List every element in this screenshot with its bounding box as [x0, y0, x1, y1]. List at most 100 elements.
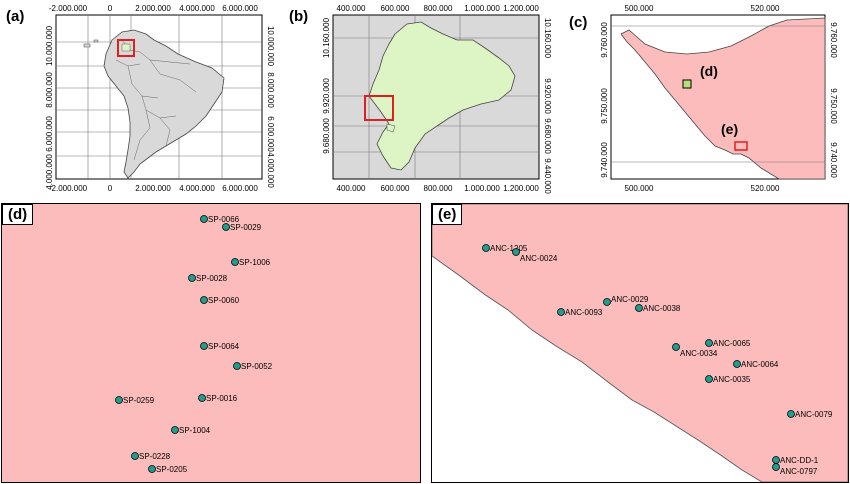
point-sp-0060: SP-0060	[200, 296, 240, 305]
svg-text:SP-0060: SP-0060	[208, 296, 240, 305]
panel-e-map: ANC-1205 ANC-0024 ANC-0029 ANC-0093 ANC-…	[432, 204, 848, 482]
svg-text:9.680.000: 9.680.000	[322, 118, 331, 154]
svg-text:9.740.000: 9.740.000	[600, 142, 609, 178]
svg-text:ANC-0093: ANC-0093	[565, 308, 603, 317]
svg-text:ANC-0065: ANC-0065	[713, 339, 751, 348]
svg-text:9.680.000: 9.680.000	[543, 118, 552, 154]
point-sp-0064: SP-0064	[200, 342, 240, 351]
svg-text:SP-0028: SP-0028	[196, 274, 228, 283]
svg-text:8.000.000: 8.000.000	[45, 72, 54, 108]
caribbean-islands	[83, 39, 99, 48]
svg-text:9.740.000: 9.740.000	[829, 142, 838, 178]
svg-text:600.000: 600.000	[381, 4, 410, 13]
inset-e-text: (e)	[721, 121, 738, 137]
svg-text:4.000.000: 4.000.000	[179, 4, 215, 13]
svg-text:ANC-0064: ANC-0064	[741, 360, 779, 369]
svg-text:500.000: 500.000	[625, 4, 654, 13]
svg-text:ANC-DD-1: ANC-DD-1	[780, 456, 819, 465]
svg-text:9.760.000: 9.760.000	[829, 22, 838, 58]
ecuador-landmass	[368, 21, 516, 171]
point-sp-0016: SP-0016	[198, 394, 238, 403]
svg-text:10.000.000: 10.000.000	[266, 26, 275, 67]
point-sp-1006: SP-1006	[231, 258, 271, 267]
svg-text:8.000.000: 8.000.000	[266, 72, 275, 108]
svg-text:SP-0016: SP-0016	[206, 394, 238, 403]
point-sp-0052: SP-0052	[233, 362, 273, 371]
svg-text:SP-0029: SP-0029	[230, 223, 262, 232]
ecuador-map: 400.000 600.000 800.000 1.000.000 1.200.…	[322, 4, 552, 194]
svg-text:520.000: 520.000	[751, 4, 780, 13]
svg-text:ANC-1205: ANC-1205	[490, 244, 528, 253]
svg-text:SP-1004: SP-1004	[179, 426, 211, 435]
svg-text:1.200.000: 1.200.000	[503, 4, 539, 13]
panel-b: (b) 400.000 600.000 800.000 1.000.000 1.…	[285, 0, 565, 200]
svg-text:400.000: 400.000	[337, 184, 366, 193]
svg-text:9.760.000: 9.760.000	[600, 22, 609, 58]
point-sp-0066: SP-0066	[200, 215, 240, 224]
grid-lines-c	[611, 25, 825, 163]
point-anc-0093: ANC-0093	[557, 308, 603, 317]
panel-a: (a)	[0, 0, 290, 200]
svg-text:0: 0	[108, 184, 113, 193]
svg-text:4.000.000: 4.000.000	[45, 154, 54, 190]
svg-text:800.000: 800.000	[424, 4, 453, 13]
svg-text:SP-0064: SP-0064	[208, 342, 240, 351]
panel-e-land-area	[432, 204, 848, 482]
svg-text:9.440.000: 9.440.000	[543, 158, 552, 194]
panel-d: (d) SP-0066 SP-0029 SP-1006 SP-0028 SP-0…	[1, 203, 421, 483]
svg-text:0: 0	[108, 4, 113, 13]
panel-d-label: (d)	[2, 204, 34, 225]
panel-c: (c) (d) (e) 500.000 520.000 500.000 520.…	[565, 0, 850, 200]
panel-c-ticks: 500.000 520.000 500.000 520.000 9.760.00…	[600, 4, 838, 193]
svg-text:1.000.000: 1.000.000	[464, 184, 500, 193]
point-sp-0028: SP-0028	[188, 274, 228, 283]
inset-d-marker	[682, 79, 692, 89]
panel-e-label: (e)	[432, 204, 463, 225]
svg-text:4.000.000: 4.000.000	[179, 184, 215, 193]
svg-text:SP-0205: SP-0205	[156, 465, 188, 474]
point-anc-0038: ANC-0038	[635, 304, 681, 313]
svg-text:1.200.000: 1.200.000	[503, 184, 539, 193]
point-anc-0079: ANC-0079	[787, 410, 833, 419]
svg-text:-2.000.000: -2.000.000	[49, 184, 88, 193]
svg-text:ANC-0038: ANC-0038	[643, 304, 681, 313]
point-sp-0029: SP-0029	[222, 223, 262, 232]
svg-text:400.000: 400.000	[337, 4, 366, 13]
svg-text:10.000.000: 10.000.000	[45, 25, 54, 66]
svg-text:ANC-0024: ANC-0024	[520, 254, 558, 263]
study-region-map: (d) (e) 500.000 520.000 500.000 520.000 …	[600, 4, 838, 193]
south-america-map: -2.000.000 0 2.000.000 4.000.000 6.000.0…	[45, 4, 275, 193]
svg-text:SP-0066: SP-0066	[208, 215, 240, 224]
puna-island	[386, 123, 396, 133]
point-anc-0064: ANC-0064	[733, 360, 779, 369]
point-anc-0797: ANC-0797	[772, 463, 818, 476]
svg-text:ANC-0035: ANC-0035	[713, 375, 751, 384]
svg-text:6.000.000: 6.000.000	[222, 184, 258, 193]
panel-b-ticks: 400.000 600.000 800.000 1.000.000 1.200.…	[322, 4, 552, 194]
panel-e: ANC-1205 ANC-0024 ANC-0029 ANC-0093 ANC-…	[431, 203, 849, 483]
svg-text:ANC-0797: ANC-0797	[780, 467, 818, 476]
panel-a-ticks: -2.000.000 0 2.000.000 4.000.000 6.000.0…	[45, 4, 275, 193]
panel-d-points: SP-0066 SP-0029 SP-1006 SP-0028 SP-0060 …	[115, 215, 273, 474]
svg-text:500.000: 500.000	[625, 184, 654, 193]
point-anc-0035: ANC-0035	[705, 375, 751, 384]
svg-text:2.000.000: 2.000.000	[135, 4, 171, 13]
svg-text:6.000.000: 6.000.000	[45, 116, 54, 152]
svg-text:800.000: 800.000	[424, 184, 453, 193]
point-anc-dd-1: ANC-DD-1	[772, 456, 819, 465]
point-anc-0024: ANC-0024	[512, 248, 558, 263]
svg-text:1.000.000: 1.000.000	[464, 4, 500, 13]
study-region-landmass	[620, 17, 826, 180]
panel-a-label: (a)	[6, 8, 25, 25]
inset-e-marker	[734, 141, 748, 151]
svg-text:ANC-0034: ANC-0034	[680, 349, 718, 358]
svg-text:SP-0052: SP-0052	[241, 362, 273, 371]
point-anc-1205: ANC-1205	[482, 244, 528, 253]
point-sp-0228: SP-0228	[131, 452, 171, 461]
panel-b-label: (b)	[289, 8, 309, 25]
svg-text:10.160.000: 10.160.000	[543, 18, 552, 59]
svg-text:2.000.000: 2.000.000	[135, 184, 171, 193]
point-anc-0065: ANC-0065	[705, 339, 751, 348]
svg-text:6.000.000: 6.000.000	[266, 116, 275, 152]
svg-text:SP-0259: SP-0259	[123, 396, 155, 405]
